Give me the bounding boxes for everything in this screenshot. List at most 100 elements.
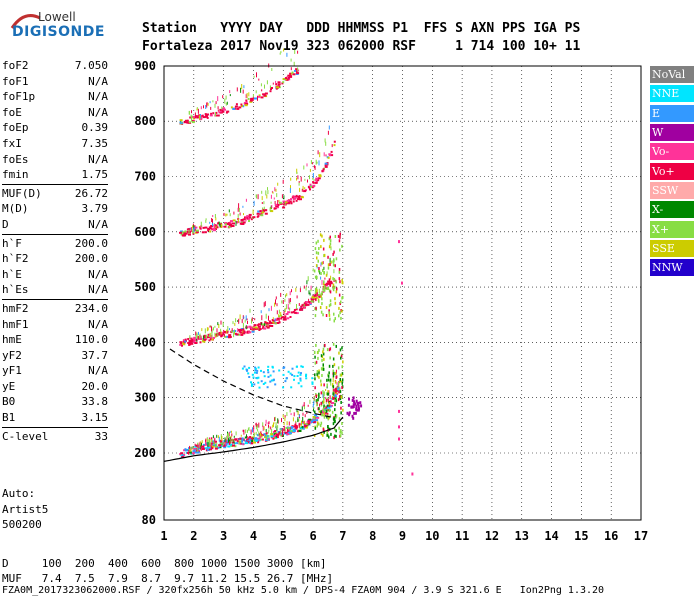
echo-point [337,234,340,238]
echo-point [320,272,322,275]
echo-point [283,316,286,319]
echo-point [329,242,332,246]
echo-point [191,116,192,122]
echo-point [215,228,217,230]
echo-point [322,363,324,367]
echo-point [294,427,298,430]
echo-point [272,191,274,194]
echo-point [278,309,280,314]
echo-point [297,371,300,374]
echo-point [250,218,253,221]
echo-point [245,99,248,102]
echo-point [215,334,218,336]
echo-point [221,109,224,111]
param-value: N/A [88,90,108,104]
echo-point [339,280,341,284]
echo-point [320,262,322,266]
echo-point [211,438,213,442]
echo-point [317,239,319,243]
echo-point [293,61,295,66]
echo-point [328,403,331,407]
param-value: N/A [88,74,108,88]
param-row: MUF(D) 26.72 [2,186,108,202]
echo-point [325,306,328,310]
echo-point [236,107,240,110]
echo-point [315,296,318,299]
echo-point [342,281,344,285]
echo-point [240,331,243,334]
polarization-legend: NoVal NNE E W Vo- Vo+ SSW X- X+ SSE NNW [650,66,694,279]
echo-point [234,105,238,108]
echo-point [321,234,323,238]
param-row: D N/A [2,217,108,233]
echo-point [217,322,219,326]
echo-point [265,429,267,432]
legend-entry: X- [650,201,694,219]
echo-point [275,296,277,300]
echo-point [268,322,271,325]
x-tick-label: 6 [309,529,316,543]
echo-point [360,404,363,408]
lowell-digisonde-logo: Lowell DIGISONDE [8,6,128,50]
echo-point [292,73,296,76]
echo-point [313,351,316,354]
echo-point [341,422,343,425]
echo-point [198,334,200,339]
echo-point [289,291,291,296]
echo-point [205,441,206,446]
echo-point [316,394,318,397]
x-tick-label: 5 [280,529,287,543]
echo-point [198,335,200,340]
echo-point [328,405,332,408]
echo-point [309,168,311,172]
echo-point [202,340,206,343]
echo-point [215,224,218,227]
echo-point [206,116,209,119]
echo-point [214,447,218,450]
echo-point [245,325,247,330]
echo-point [324,165,328,168]
echo-point [254,437,258,440]
echo-point [357,404,360,408]
echo-point [308,186,311,189]
echo-point [320,245,322,249]
echo-point [339,388,341,392]
echo-point [315,306,317,310]
echo-point [323,407,326,410]
echo-point [328,371,330,375]
echo-point [270,201,272,204]
echo-point [204,113,207,116]
echo-point [322,428,325,431]
echo-point [234,442,237,445]
echo-point [201,440,203,444]
y-tick-label: 700 [134,170,156,184]
echo-point [284,315,287,318]
echo-point [305,286,307,291]
y-tick-label: 900 [134,59,156,73]
echo-point [303,303,305,307]
echo-point [261,315,263,321]
x-tick-label: 1 [160,529,167,543]
param-name: hmE [2,333,22,347]
echo-point [261,89,263,92]
echo-point [237,213,239,218]
echo-point [289,307,291,311]
echo-point [210,445,213,448]
echo-point [313,269,316,273]
station-header: Station YYYY DAY DDD HHMMSS P1 FFS S AXN… [142,20,580,56]
x-tick-label: 8 [369,529,376,543]
echo-point [308,290,310,295]
echo-point [323,397,325,401]
echo-point [257,441,260,444]
echo-point [256,212,260,215]
echo-point [214,214,216,218]
echo-point [212,218,213,223]
echo-point [334,285,336,289]
echo-point [295,308,298,311]
echo-point [242,429,244,432]
echo-point [315,360,318,364]
echo-point [324,283,327,286]
echo-point [268,308,270,312]
echo-point [325,399,328,402]
echo-point [191,338,195,341]
